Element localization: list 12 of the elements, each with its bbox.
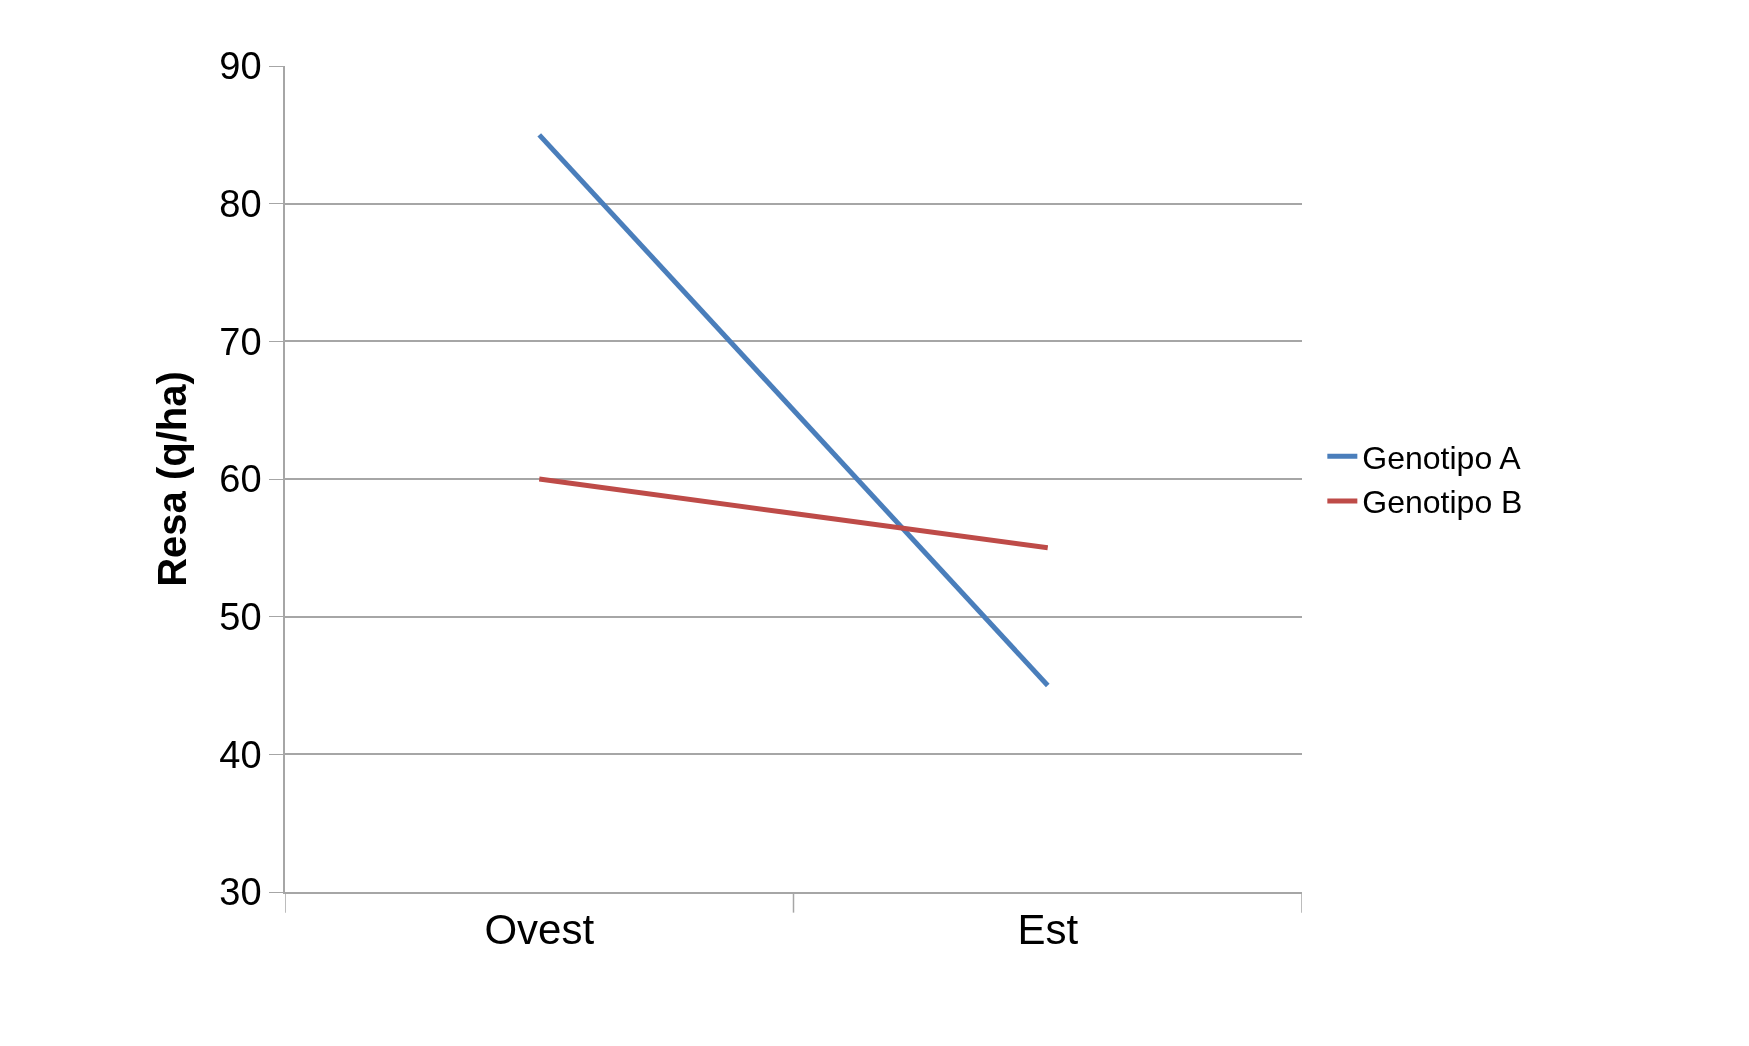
y-tick-label: 60 (219, 458, 262, 501)
y-tick-label: 80 (219, 182, 262, 225)
y-tick-label: 50 (219, 595, 262, 638)
x-tick-label: Est (1017, 906, 1079, 954)
y-axis-title: Resa (q/ha) (150, 371, 195, 587)
y-tick-label: 70 (219, 320, 262, 363)
y-tick-label: 30 (219, 871, 262, 914)
y-tick-label: 90 (219, 45, 262, 88)
y-tick-label: 40 (219, 733, 262, 776)
x-tick-label: Ovest (484, 906, 595, 954)
legend-label: Genotipo B (1362, 484, 1523, 521)
legend-label: Genotipo A (1362, 439, 1522, 476)
